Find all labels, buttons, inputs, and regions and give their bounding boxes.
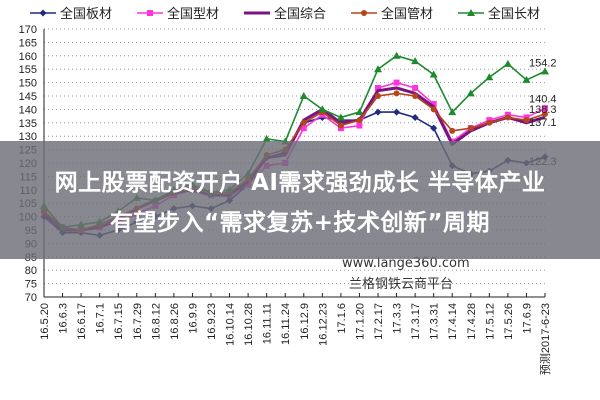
data-point	[411, 57, 420, 65]
x-tick-label: 16.6.17	[76, 303, 88, 340]
y-tick-label: 160	[19, 51, 37, 63]
data-point	[466, 89, 475, 97]
x-tick-label: 17.1.20	[354, 303, 366, 340]
x-tick-label: 17.6.9	[521, 303, 533, 334]
data-point	[411, 113, 419, 121]
end-value-label: 154.2	[529, 57, 557, 69]
data-point	[393, 90, 400, 97]
data-point	[356, 122, 363, 129]
data-point	[318, 105, 327, 113]
legend-label: 全国管材	[381, 6, 433, 22]
headline-line-1: 网上股票配资开户 AI需求强劲成长 半导体产业	[54, 170, 546, 196]
data-point	[430, 106, 437, 113]
data-point	[361, 10, 367, 16]
x-tick-label: 17.4.28	[466, 303, 478, 340]
data-point	[300, 119, 307, 126]
data-point	[147, 10, 153, 16]
legend-label: 全国长材	[488, 6, 540, 22]
data-point	[299, 92, 308, 99]
y-tick-label: 140	[19, 104, 37, 116]
y-tick-label: 165	[19, 37, 37, 49]
watermark-url: www.lange360.com	[342, 256, 470, 271]
data-point	[541, 67, 549, 75]
data-point	[430, 124, 438, 132]
data-point	[374, 108, 382, 116]
x-tick-label: 16.6.3	[58, 303, 70, 334]
data-point	[337, 122, 344, 129]
x-tick-label: 17.3.3	[392, 303, 404, 334]
x-tick-label: 16.9.9	[187, 303, 199, 334]
x-tick-label: 16.9.23	[206, 303, 218, 340]
data-point	[375, 93, 381, 99]
y-tick-label: 155	[19, 64, 37, 76]
x-tick-label: 16.8.26	[169, 303, 181, 340]
x-tick-label: 16.8.12	[150, 303, 162, 340]
data-point	[523, 117, 530, 124]
headline-banner: 网上股票配资开户 AI需求强劲成长 半导体产业 有望步入“需求复苏+技术创新”周…	[0, 141, 600, 259]
data-point	[393, 79, 400, 86]
watermark-name: 兰格钢铁云商平台	[349, 277, 454, 292]
x-tick-label: 16.5.20	[39, 303, 51, 340]
headline-line-2: 有望步入“需求复苏+技术创新”周期	[109, 210, 490, 236]
data-point	[448, 108, 457, 116]
data-point	[375, 84, 381, 91]
data-point	[262, 134, 271, 142]
y-tick-label: 170	[19, 24, 37, 36]
data-point	[356, 117, 363, 124]
legend-label: 全国板材	[60, 6, 112, 22]
x-tick-label: 16.12.9	[299, 303, 311, 340]
x-tick-label: 17.3.17	[410, 303, 422, 340]
x-tick-label: 16.11.11	[262, 303, 274, 344]
data-point	[300, 125, 307, 132]
x-tick-label: 16.12.23	[317, 303, 329, 346]
data-point	[485, 73, 494, 81]
data-point	[39, 9, 47, 17]
y-tick-label: 130	[19, 131, 37, 143]
x-tick-label: 16.11.24	[280, 303, 292, 345]
data-point	[336, 113, 345, 121]
y-tick-label: 80	[25, 265, 37, 277]
x-tick-label: 16.7.29	[132, 303, 144, 340]
y-tick-label: 70	[25, 292, 37, 304]
data-point	[467, 125, 474, 132]
x-tick-label: 17.1.6	[336, 303, 348, 334]
data-point	[504, 114, 511, 121]
data-point	[542, 105, 548, 112]
end-value-label: 138.3	[529, 104, 557, 116]
legend-label: 全国型材	[167, 6, 219, 22]
y-tick-label: 150	[19, 78, 37, 90]
x-tick-label: 16.7.15	[113, 303, 125, 340]
data-point	[430, 101, 437, 108]
data-point	[542, 110, 548, 117]
x-tick-label: 17.3.31	[429, 303, 441, 340]
data-point	[503, 59, 512, 67]
data-point	[355, 108, 364, 116]
legend-label: 全国综合	[274, 6, 326, 22]
x-tick-label: 17.2.17	[373, 303, 385, 340]
y-tick-label: 75	[25, 279, 37, 291]
data-point	[429, 70, 438, 78]
x-tick-label: 16.10.14	[225, 303, 237, 346]
data-point	[393, 108, 401, 116]
x-tick-label: 16.10.28	[243, 303, 255, 346]
data-point	[449, 127, 456, 134]
data-point	[412, 93, 419, 99]
y-tick-label: 145	[19, 91, 37, 103]
data-point	[374, 65, 382, 73]
x-tick-label: 17.4.14	[447, 303, 459, 340]
x-tick-label: 16.7.1	[95, 303, 107, 334]
data-point	[486, 119, 493, 126]
data-point	[412, 84, 419, 91]
end-value-label: 140.4	[529, 93, 557, 105]
end-value-label: 137.1	[529, 117, 557, 129]
x-tick-label: 17.5.12	[484, 303, 496, 340]
y-tick-label: 135	[19, 118, 37, 130]
x-tick-label: 17.5.26	[503, 303, 515, 340]
x-tick-label: 预测2017-6-23	[539, 303, 552, 375]
data-point	[392, 51, 401, 59]
data-point	[467, 9, 475, 16]
data-point	[522, 75, 531, 83]
